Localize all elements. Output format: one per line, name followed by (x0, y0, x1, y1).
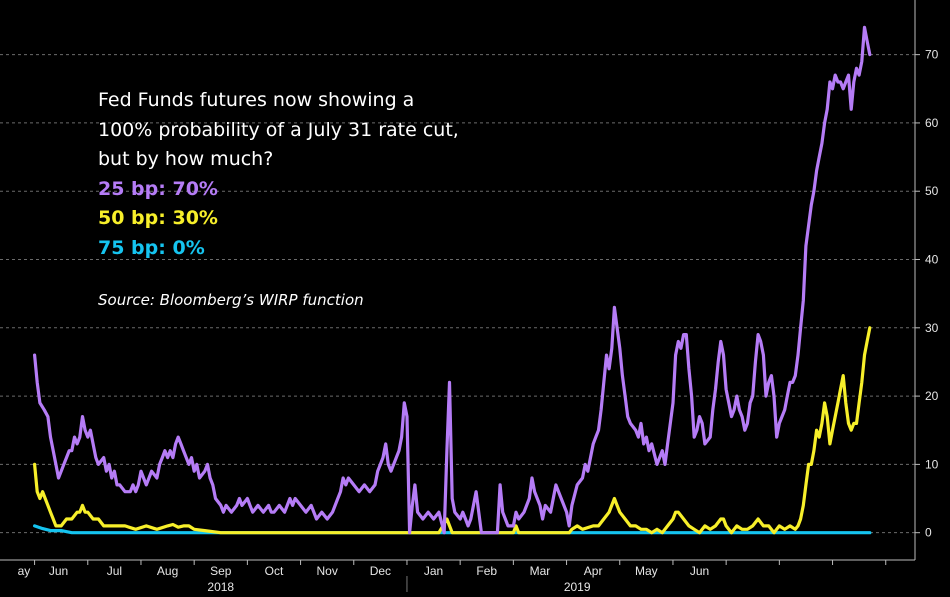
x-tick-label-8: Jan (424, 564, 443, 578)
legend-50bp: 50 bp: 30% (98, 207, 218, 229)
series-line-75bp (33, 524, 872, 535)
y-tick-label-60: 60 (925, 116, 939, 130)
series-lines (33, 25, 872, 535)
series-line-50bp (33, 326, 872, 535)
y-tick-label-10: 10 (925, 457, 939, 471)
x-tick-label-7: Dec (370, 564, 391, 578)
year-label-0: 2018 (207, 580, 234, 594)
y-axis: 0 10 20 30 40 50 60 70 (914, 0, 939, 560)
annotation-line-3: but by how much? (98, 148, 274, 170)
legend-75bp: 75 bp: 0% (98, 236, 205, 259)
series-line-25bp (33, 25, 872, 535)
x-tick-label-0: ay (18, 564, 31, 578)
legend-25bp: 25 bp: 70% (98, 177, 218, 200)
y-tick-label-40: 40 (925, 253, 939, 267)
y-tick-label-30: 30 (925, 321, 939, 335)
x-tick-label-2: Jul (107, 564, 122, 578)
x-tick-label-13: Jun (690, 564, 709, 578)
x-tick-label-1: Jun (49, 564, 68, 578)
x-tick-label-11: Apr (584, 564, 603, 578)
annotation-line-2: 100% probability of a July 31 rate cut, (98, 118, 459, 141)
y-tick-label-20: 20 (925, 389, 939, 403)
gridlines (0, 54, 915, 534)
x-tick-label-5: Oct (265, 564, 284, 578)
x-tick-label-4: Sep (210, 564, 232, 578)
x-tick-label-3: Aug (157, 564, 178, 578)
y-tick-label-70: 70 (925, 48, 939, 62)
x-axis: ay Jun Jul Aug Sep Oct Nov Dec Jan Feb Mar Apr May Ju… (0, 559, 915, 594)
x-tick-label-12: May (635, 564, 658, 578)
x-tick-label-9: Feb (476, 564, 497, 578)
y-tick-label-0: 0 (925, 526, 932, 540)
source-note: Source: Bloomberg’s WIRP function (98, 291, 364, 309)
annotation-line-1: Fed Funds futures now showing a (98, 89, 415, 111)
year-label-1: 2019 (564, 580, 591, 594)
x-tick-label-6: Nov (316, 564, 337, 578)
chart-annotation: Fed Funds futures now showing a 100% pro… (98, 86, 459, 309)
y-tick-label-50: 50 (925, 184, 939, 198)
x-tick-label-10: Mar (530, 564, 551, 578)
